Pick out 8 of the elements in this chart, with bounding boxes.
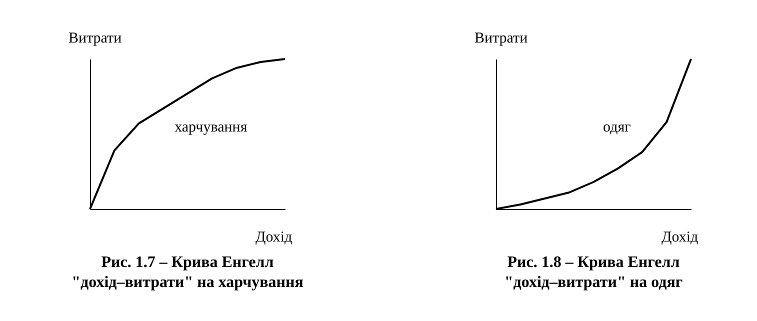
annotation: одяг — [603, 120, 631, 136]
x-axis-title: Дохід — [662, 230, 699, 246]
text: Рис. 1.7 – Крива Енгелл "дохід–витрати" на харчування — [72, 254, 304, 291]
annotation: харчування — [174, 120, 248, 136]
y-axis-title: Витрати — [68, 30, 122, 46]
x-axis-title: Дохід — [256, 230, 293, 246]
y-axis-title: Витрати — [474, 30, 528, 46]
text: Рис. 1.8 – Крива Енгелл "дохід–витрати" на одяг — [504, 254, 683, 291]
